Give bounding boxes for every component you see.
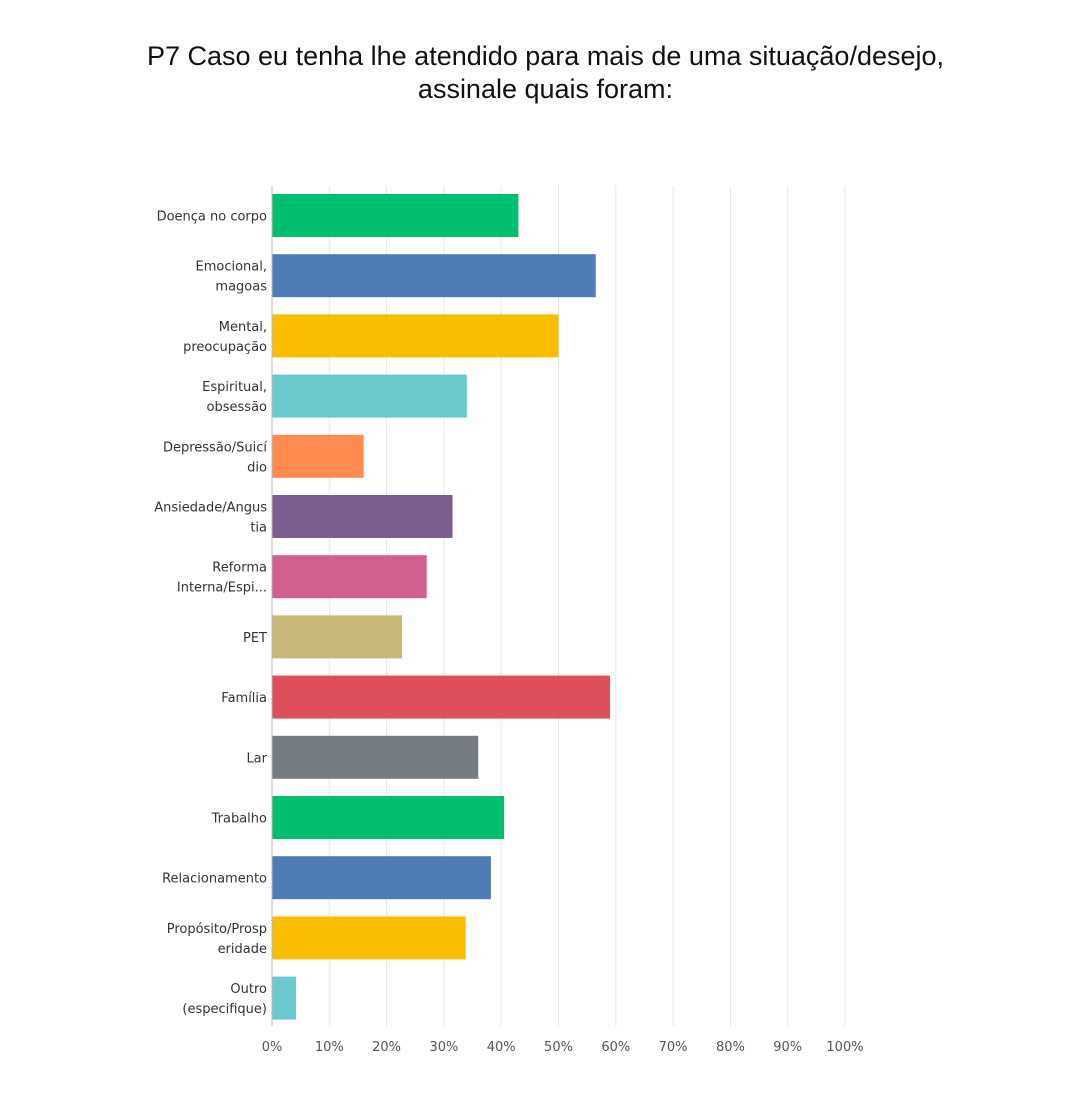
category-label: Trabalho	[211, 812, 267, 827]
category-label: Propósito/Prosp eridade	[167, 922, 267, 957]
category-label: Outro (especifique)	[182, 982, 267, 1017]
x-tick-label: 80%	[716, 1040, 745, 1055]
category-labels: Doença no corpo Emocional, magoas Mental, pr…	[154, 210, 267, 1018]
bar	[272, 796, 505, 839]
bar	[272, 916, 466, 960]
category-label: Mental, preocupação	[183, 320, 267, 355]
bar	[272, 615, 403, 659]
chart-title-line-2: assinale quais foram:	[417, 74, 674, 104]
bar	[272, 675, 611, 719]
chart-title-line-1: P7 Caso eu tenha lhe atendido para mais …	[146, 41, 945, 71]
x-tick-label: 90%	[773, 1040, 802, 1055]
bar	[272, 495, 453, 538]
x-tick-label: 20%	[372, 1040, 401, 1055]
bar	[272, 434, 364, 478]
x-tick-label: 10%	[315, 1040, 344, 1055]
bar	[272, 976, 297, 1020]
category-label: Ansiedade/Angus tia	[154, 501, 267, 536]
category-label: Doença no corpo	[157, 210, 267, 225]
x-tick-label: 70%	[659, 1040, 688, 1055]
bar	[272, 735, 479, 779]
bar	[272, 194, 519, 237]
category-label: Família	[221, 691, 267, 706]
category-label: Lar	[246, 751, 267, 766]
x-tick-label: 60%	[601, 1040, 630, 1055]
category-label: Emocional, magoas	[196, 260, 268, 295]
category-label: Reforma Interna/Espi...	[177, 561, 267, 596]
category-label: Relacionamento	[162, 872, 267, 887]
bar	[272, 314, 559, 358]
grid-lines	[328, 186, 846, 1026]
category-label: Depressão/Suicí dio	[163, 440, 267, 475]
bars	[272, 194, 611, 1020]
bar	[272, 555, 427, 599]
bar	[272, 856, 491, 900]
bar	[272, 374, 467, 418]
x-tick-label: 30%	[429, 1040, 458, 1055]
x-tick-label: 100%	[826, 1040, 863, 1055]
chart-title: P7 Caso eu tenha lhe atendido para mais …	[0, 40, 1091, 106]
category-label: Espiritual, obsessão	[202, 380, 267, 415]
bar	[272, 254, 596, 298]
x-tick-label: 0%	[262, 1040, 283, 1055]
x-tick-label: 40%	[487, 1040, 516, 1055]
x-tick-label: 50%	[544, 1040, 573, 1055]
category-label: PET	[243, 631, 267, 646]
x-tick-labels: 0% 10% 20% 30% 40% 50% 60% 70% 80% 90% 100%	[262, 1040, 864, 1055]
